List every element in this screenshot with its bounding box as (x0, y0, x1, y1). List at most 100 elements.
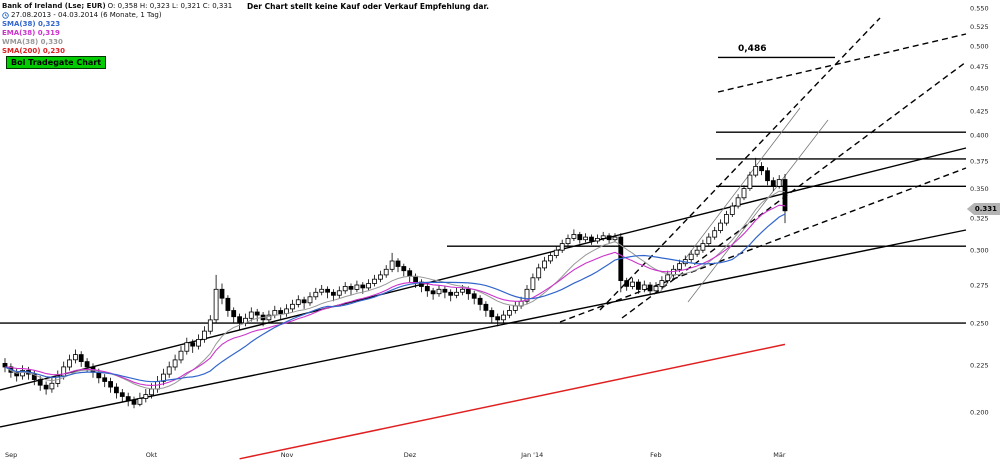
candle (706, 236, 712, 245)
candle (73, 354, 78, 361)
candle (471, 293, 477, 299)
candle (659, 280, 665, 287)
candle (342, 285, 348, 292)
svg-text:0.250: 0.250 (970, 320, 989, 328)
time-axis: Sep Okt Nov Dez Jan '14 Feb Mär (5, 451, 786, 459)
candle (330, 291, 336, 296)
svg-text:0.375: 0.375 (970, 158, 989, 166)
candle (442, 288, 448, 293)
candle (571, 234, 577, 239)
chart-legend: Bank of Ireland (Lse; EUR) O: 0,358 H: 0… (2, 2, 232, 56)
svg-text:Mär: Mär (773, 451, 786, 459)
legend-indicator-sma200: SMA(200) 0,230 (2, 47, 66, 55)
candle (565, 237, 571, 244)
candle (67, 359, 72, 368)
candlesticks (2, 157, 788, 409)
legend-indicator-ema38: EMA(38) 0,319 (2, 29, 60, 37)
candle (759, 165, 764, 172)
candle (477, 297, 483, 305)
svg-text:0.275: 0.275 (970, 282, 989, 290)
candle (512, 305, 518, 311)
trendlines (0, 17, 967, 428)
candle (313, 291, 319, 298)
svg-text:0.500: 0.500 (970, 43, 989, 51)
candle (641, 284, 647, 290)
candle (254, 311, 260, 316)
candle (776, 179, 782, 187)
legend-indicator-sma38: SMA(38) 0,323 (2, 20, 61, 28)
candle (266, 314, 272, 321)
candle (688, 253, 694, 260)
candle (653, 285, 659, 292)
price-axis: 0.550 0.525 0.500 0.475 0.450 0.425 0.400 0.375… (970, 4, 989, 416)
svg-text:0.400: 0.400 (970, 132, 989, 140)
candle (231, 310, 237, 318)
candle (630, 281, 635, 287)
candle (559, 243, 565, 251)
candle (125, 396, 131, 401)
svg-text:0.450: 0.450 (970, 85, 989, 93)
candle (307, 296, 313, 304)
candle (495, 316, 501, 321)
candle (149, 388, 155, 396)
candle (219, 288, 225, 299)
candle (301, 299, 307, 304)
candle (600, 235, 606, 239)
candle (501, 314, 506, 321)
candle (207, 319, 213, 332)
last-price-tag: 0.331 (966, 203, 1000, 215)
svg-text:0.300: 0.300 (970, 247, 989, 255)
candle (583, 236, 588, 241)
candle (489, 310, 495, 318)
candle (366, 283, 372, 289)
candle (595, 237, 600, 242)
candle (753, 165, 759, 176)
candle (119, 392, 125, 397)
candle (2, 362, 8, 368)
candle (278, 310, 284, 314)
candle (524, 288, 530, 302)
candle (84, 361, 90, 368)
candle (336, 290, 342, 296)
candle (624, 280, 630, 287)
candle (407, 270, 413, 277)
candle (137, 398, 143, 405)
candle (248, 311, 254, 319)
candle (589, 236, 594, 242)
candle (770, 180, 776, 187)
candle (542, 260, 547, 269)
candle (196, 338, 201, 347)
candle (389, 260, 395, 270)
candle (506, 310, 512, 316)
svg-text:Jan '14: Jan '14 (520, 451, 543, 459)
candle (201, 330, 207, 340)
svg-text:Sep: Sep (5, 451, 17, 459)
svg-text:Dez: Dez (404, 451, 417, 459)
svg-text:0.425: 0.425 (970, 108, 989, 116)
candle (354, 284, 360, 290)
candle (530, 277, 536, 290)
candle (741, 188, 747, 199)
candle (606, 235, 612, 241)
candle (647, 284, 653, 292)
candle (190, 342, 196, 347)
candle (360, 284, 366, 289)
svg-text:0.325: 0.325 (970, 215, 989, 223)
candle (237, 316, 243, 324)
ema38-line (4, 204, 786, 387)
svg-text:0.550: 0.550 (970, 4, 989, 12)
legend-indicator-wma38: WMA(38) 0,330 (2, 38, 63, 46)
candle (31, 373, 37, 381)
tradegate-chart-badge[interactable]: Bol Tradegate Chart (6, 56, 107, 69)
candle (184, 342, 190, 352)
svg-text:0.350: 0.350 (970, 185, 989, 193)
sma200-line (239, 343, 786, 460)
candle (712, 230, 718, 238)
candle (108, 381, 113, 388)
candle (636, 281, 641, 290)
instrument-title: Bank of Ireland (Lse; EUR) (2, 2, 106, 10)
sma38-line (4, 213, 786, 383)
candle (765, 170, 770, 182)
candle (747, 174, 753, 190)
